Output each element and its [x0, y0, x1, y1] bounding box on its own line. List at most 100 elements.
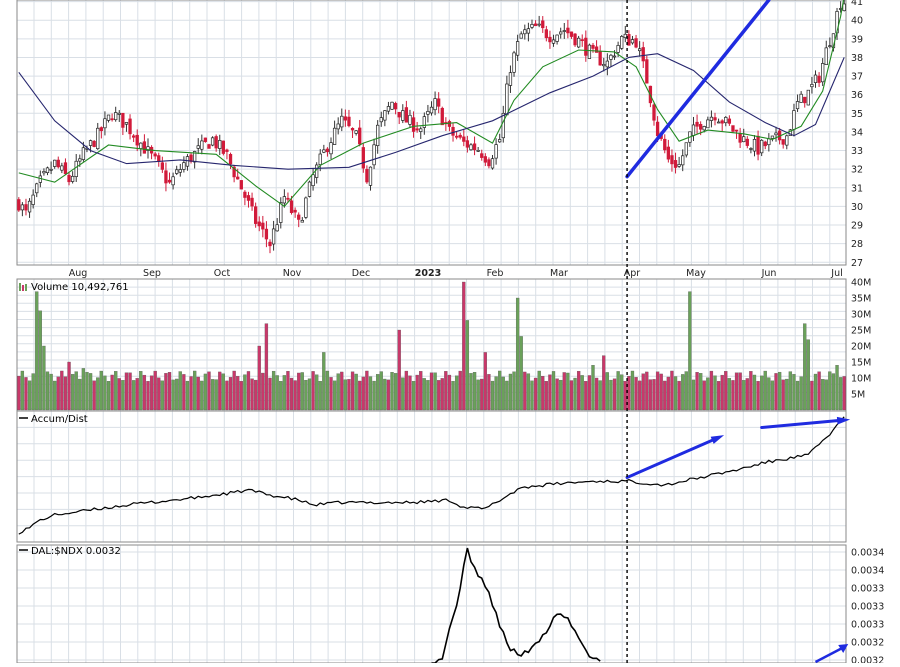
candle-body	[828, 45, 832, 48]
candle-body	[131, 135, 136, 138]
candle-body	[354, 130, 358, 134]
volume-bar	[645, 371, 649, 411]
volume-tick-label: 5M	[851, 390, 865, 401]
volume-bar	[131, 380, 136, 411]
candle-body	[810, 84, 814, 88]
volume-bar	[304, 379, 308, 411]
candle-body	[35, 183, 39, 194]
volume-bar	[74, 371, 78, 411]
volume-bar	[175, 378, 179, 411]
volume-bar	[45, 371, 50, 411]
volume-bar	[160, 380, 164, 411]
volume-bar	[598, 380, 602, 411]
volume-bar	[429, 372, 434, 411]
candle-body	[505, 83, 509, 116]
volume-bar	[24, 377, 28, 411]
volume-bar	[594, 377, 599, 411]
volume-bar	[196, 376, 200, 411]
volume-bar	[379, 371, 383, 411]
volume-bar	[315, 374, 319, 411]
ratio-tick-label: 0.0033	[851, 584, 884, 595]
volume-bar	[282, 375, 287, 411]
candle-body	[196, 145, 200, 149]
candle-body	[684, 142, 688, 156]
candle-body	[45, 167, 50, 174]
price-tick-label: 34	[851, 127, 863, 138]
volume-bar	[96, 377, 100, 411]
candle-body	[752, 138, 757, 152]
volume-bar	[250, 378, 254, 411]
candle-body	[239, 180, 243, 190]
candle-body	[724, 116, 728, 124]
volume-bar	[271, 370, 276, 411]
volume-bar	[225, 380, 229, 411]
candle-body	[731, 125, 735, 132]
panel-frame	[16, 0, 847, 266]
volume-bar	[799, 376, 803, 411]
volume-bar	[745, 378, 749, 411]
candle-body	[799, 93, 803, 103]
candle-body	[555, 34, 559, 42]
volume-bar	[616, 371, 620, 411]
candle-body	[591, 44, 595, 49]
candle-body	[742, 136, 746, 143]
candle-body	[221, 140, 226, 154]
candle-body	[49, 168, 53, 171]
accum-dist-line	[18, 416, 845, 535]
short-moving-average-line	[18, 0, 845, 208]
volume-bar	[70, 374, 75, 411]
candle-body	[620, 36, 624, 49]
candle-body	[483, 156, 487, 163]
volume-bar	[106, 381, 111, 411]
volume-bar	[498, 370, 502, 411]
candle-body	[225, 149, 229, 152]
candle-body	[566, 27, 570, 34]
candle-body	[325, 148, 330, 153]
volume-bar	[706, 377, 710, 411]
candle-body	[128, 118, 132, 135]
volume-bar	[397, 329, 401, 411]
candle-body	[103, 118, 107, 129]
volume-bar	[677, 380, 681, 411]
candle-body	[218, 140, 222, 149]
volume-bar	[67, 361, 71, 411]
candle-body	[537, 23, 541, 26]
volume-bar	[88, 373, 93, 411]
volume-bar	[153, 370, 157, 411]
volume-bar	[354, 373, 358, 411]
candle-body	[598, 51, 602, 66]
candle-body	[480, 153, 484, 158]
candle-body	[24, 204, 28, 211]
candle-body	[286, 197, 290, 200]
volume-bar	[336, 373, 340, 411]
candle-body	[541, 20, 545, 29]
volume-bar	[200, 380, 204, 411]
volume-bar	[343, 379, 348, 411]
volume-bar	[124, 372, 129, 411]
volume-bar	[523, 371, 527, 411]
volume-bar	[483, 352, 487, 411]
volume-bar	[218, 371, 222, 411]
volume-bar	[634, 377, 638, 411]
volume-bar	[817, 371, 821, 411]
candle-body	[612, 55, 617, 58]
candle-body	[785, 135, 789, 146]
volume-bar	[257, 345, 261, 411]
candle-body	[318, 153, 322, 165]
volume-bar	[228, 377, 233, 411]
volume-bar	[221, 373, 225, 411]
x-tick-label: Feb	[487, 268, 504, 279]
accum-dist-panel	[18, 416, 851, 535]
candle-body	[623, 33, 627, 39]
x-tick-label: Jul	[830, 268, 842, 279]
accum-dist-trend-arrow	[625, 436, 721, 479]
volume-bar	[559, 379, 563, 411]
volume-bar	[462, 281, 466, 411]
candle-body	[246, 195, 251, 201]
candle-body	[695, 121, 699, 127]
candle-body	[96, 127, 100, 150]
volume-bar	[192, 370, 197, 411]
volume-bar	[670, 370, 674, 411]
volume-bar	[42, 345, 46, 411]
volume-bar	[788, 371, 793, 411]
